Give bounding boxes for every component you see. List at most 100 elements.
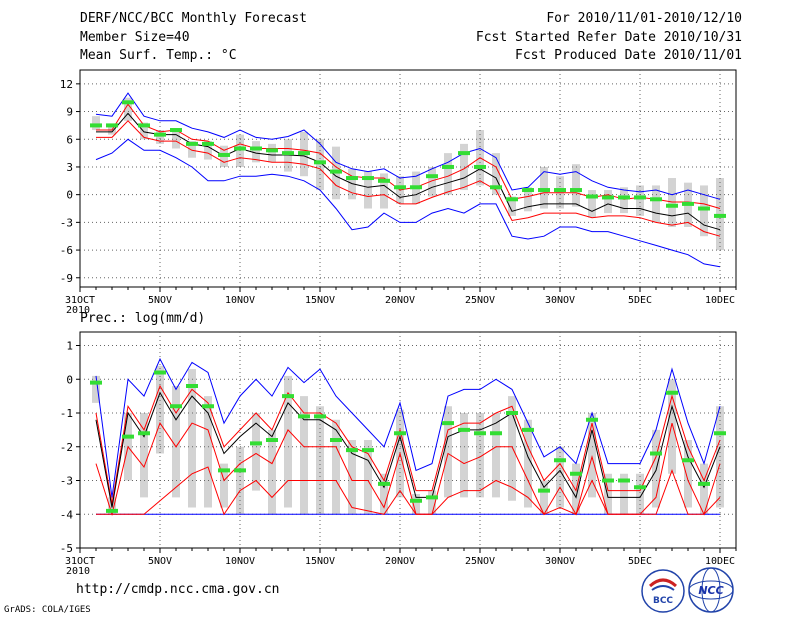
temp-median-marker [458,151,470,156]
prec-median-marker [202,404,214,409]
temp-median-marker [602,195,614,200]
prec-x-tick-label: 25NOV [465,556,495,567]
temp-spread-box [508,196,516,216]
prec-spread-box [348,440,356,515]
temp-median-marker [362,176,374,181]
prec-median-marker [282,394,294,399]
prec-spread-box [460,413,468,498]
temp-median-marker [266,148,278,153]
prec-median-marker [570,471,582,476]
temp-spread-box [268,143,276,163]
prec-y-tick-label: -4 [60,508,74,521]
prec-spread-box [156,365,164,454]
fcst-started-label: Fcst Started Refer Date 2010/10/31 [475,30,742,45]
prec-median-marker [682,458,694,463]
temp-median-marker [234,146,246,151]
prec-median-marker [154,370,166,375]
prec-median-marker [362,448,374,453]
temp-x-tick-label: 25NOV [465,295,495,306]
temp-median-marker [346,176,358,181]
prec-spread-box [428,490,436,515]
prec-y-tick-label: -5 [60,542,73,555]
grads-credit: GrADS: COLA/IGES [4,605,91,615]
prec-median-marker [138,431,150,436]
temp-median-marker [90,123,102,128]
temp-median-marker [426,174,438,179]
temp-median-marker [570,188,582,193]
temp-spread-box [524,187,532,212]
prec-median-marker [234,468,246,473]
prec-spread-box [668,379,676,474]
temp-median-marker [506,197,518,202]
temp-median-marker [122,100,134,105]
temp-x-tick-label: 31OCT [65,295,95,306]
temp-median-marker [378,178,390,183]
prec-x-tick-label: 10DEC [705,556,735,567]
prec-spread-box [412,494,420,515]
prec-spread-box [524,419,532,508]
ncc-logo-text: NCC [698,584,723,597]
prec-x-year-label: 2010 [66,566,90,577]
prec-median-marker [698,481,710,486]
temp-spread-box [380,173,388,209]
prec-median-marker [538,488,550,493]
temp-spread-box [492,153,500,195]
temp-upper-spread-line [96,103,721,209]
temp-median-marker [106,123,118,128]
prec-median-marker [490,431,502,436]
temp-spread-box [572,164,580,207]
temp-median-marker [698,206,710,211]
temp-lower-spread-line [96,120,721,237]
prec-median-marker [714,431,726,436]
precipitation-panel: -5 -4 -3 -2 -1 0 1 31OCT 5NOV 10NOV 15NOV 20NOV 25NO… [60,331,737,577]
temperature-panel: -9 -6 -3 0 3 6 9 12 31OCT 5NOV 10NOV 15NOV 20NOV 25NO… [60,69,737,316]
temp-median-marker [250,146,262,151]
temp-median-marker [538,188,550,193]
prec-median-marker [378,481,390,486]
prec-median-marker [266,438,278,442]
temp-median-marker [442,164,454,169]
temp-y-tick-label: 6 [66,133,73,146]
temp-median-marker [282,151,294,156]
prec-plot-frame [79,331,737,549]
temp-median-marker [202,141,214,146]
prec-y-tick-label: -3 [60,475,73,488]
prec-median-marker [218,468,230,473]
prec-x-tick-label: 31OCT [65,556,95,567]
temp-median-marker [522,188,534,193]
prec-y-tick-label: 0 [66,373,73,386]
temp-median-marker [618,195,630,200]
fcst-produced-label: Fcst Produced Date 2010/11/01 [515,48,742,63]
prec-x-tick-label: 15NOV [305,556,335,567]
prec-median-marker [346,448,358,453]
temp-spread-box [92,116,100,131]
temp-y-tick-label: -3 [60,216,73,229]
temp-spread-box [316,139,324,191]
temp-y-tick-label: 12 [60,78,73,91]
prec-upper-spread-line [95,384,721,505]
prec-spread-box [556,446,564,508]
bcc-logo: BCC [641,569,685,613]
prec-median-marker [410,498,422,503]
temp-spread-box [172,131,180,149]
temp-plot-frame [79,69,737,288]
temp-x-tick-label: 5NOV [148,295,172,306]
temp-median-marker [586,194,598,199]
temp-spread-box [188,141,196,158]
temp-median-marker [314,160,326,165]
temp-median-marker [634,195,646,200]
temp-x-year-label: 2010 [66,305,90,316]
prec-median-marker [522,427,534,432]
prec-median-marker [90,380,102,385]
temp-min-line [95,138,721,268]
ncc-logo: NCC [688,567,734,613]
temp-spread-box [156,130,164,144]
prec-spread-box [700,463,708,515]
temp-median-marker [186,141,198,146]
prec-spread-box [300,396,308,515]
prec-spread-box [364,440,372,515]
temp-spread-box [620,187,628,214]
temp-x-tick-label: 15NOV [305,295,335,306]
website-url: http://cmdp.ncc.cma.gov.cn [76,582,280,597]
